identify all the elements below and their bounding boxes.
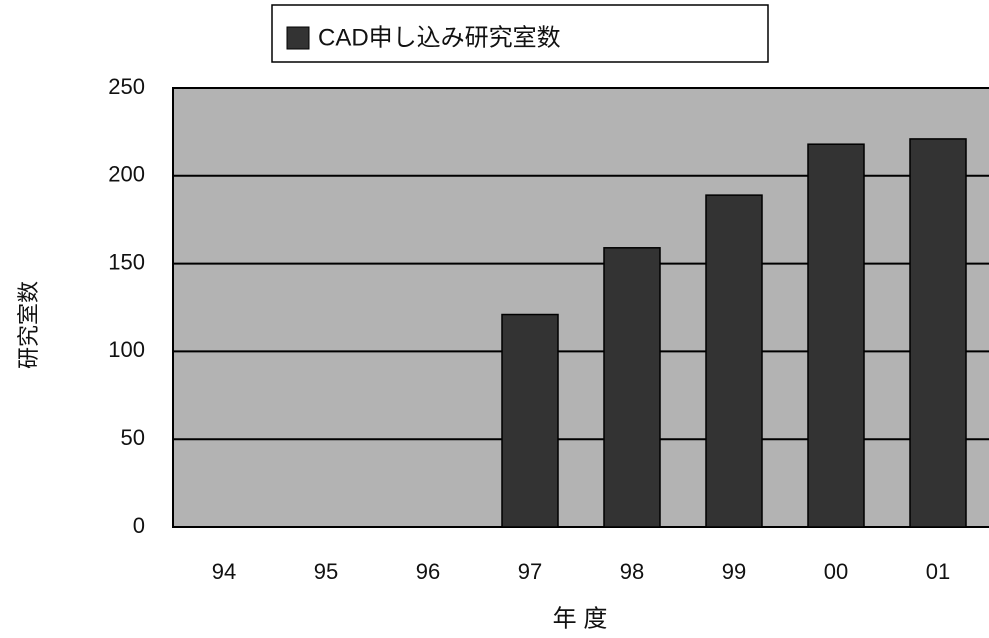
y-tick-label: 150: [108, 249, 145, 274]
bar: [502, 315, 558, 527]
x-tick-label: 01: [926, 559, 950, 584]
bar: [604, 248, 660, 527]
bar: [706, 195, 762, 527]
y-tick-label: 200: [108, 162, 145, 187]
y-tick-label: 0: [133, 513, 145, 538]
x-tick-label: 00: [824, 559, 848, 584]
bar: [808, 144, 864, 527]
x-axis-title: 年 度: [553, 605, 608, 632]
legend-swatch: [287, 27, 309, 49]
y-axis-title: 研究室数: [16, 281, 41, 369]
plot-area: [173, 88, 989, 527]
y-tick-label: 50: [121, 425, 145, 450]
y-tick-label: 250: [108, 74, 145, 99]
chart: 年 度 研究室数 0 50 100 150 200 250 94 95 96 97 98 99 00 01…: [0, 0, 989, 638]
x-tick-label: 96: [416, 559, 440, 584]
y-tick-label: 100: [108, 337, 145, 362]
bar: [910, 139, 966, 527]
x-tick-label: 94: [212, 559, 236, 584]
x-tick-label: 95: [314, 559, 338, 584]
legend-label: CAD申し込み研究室数: [318, 24, 561, 51]
x-tick-label: 98: [620, 559, 644, 584]
x-tick-label: 97: [518, 559, 542, 584]
x-tick-label: 99: [722, 559, 746, 584]
